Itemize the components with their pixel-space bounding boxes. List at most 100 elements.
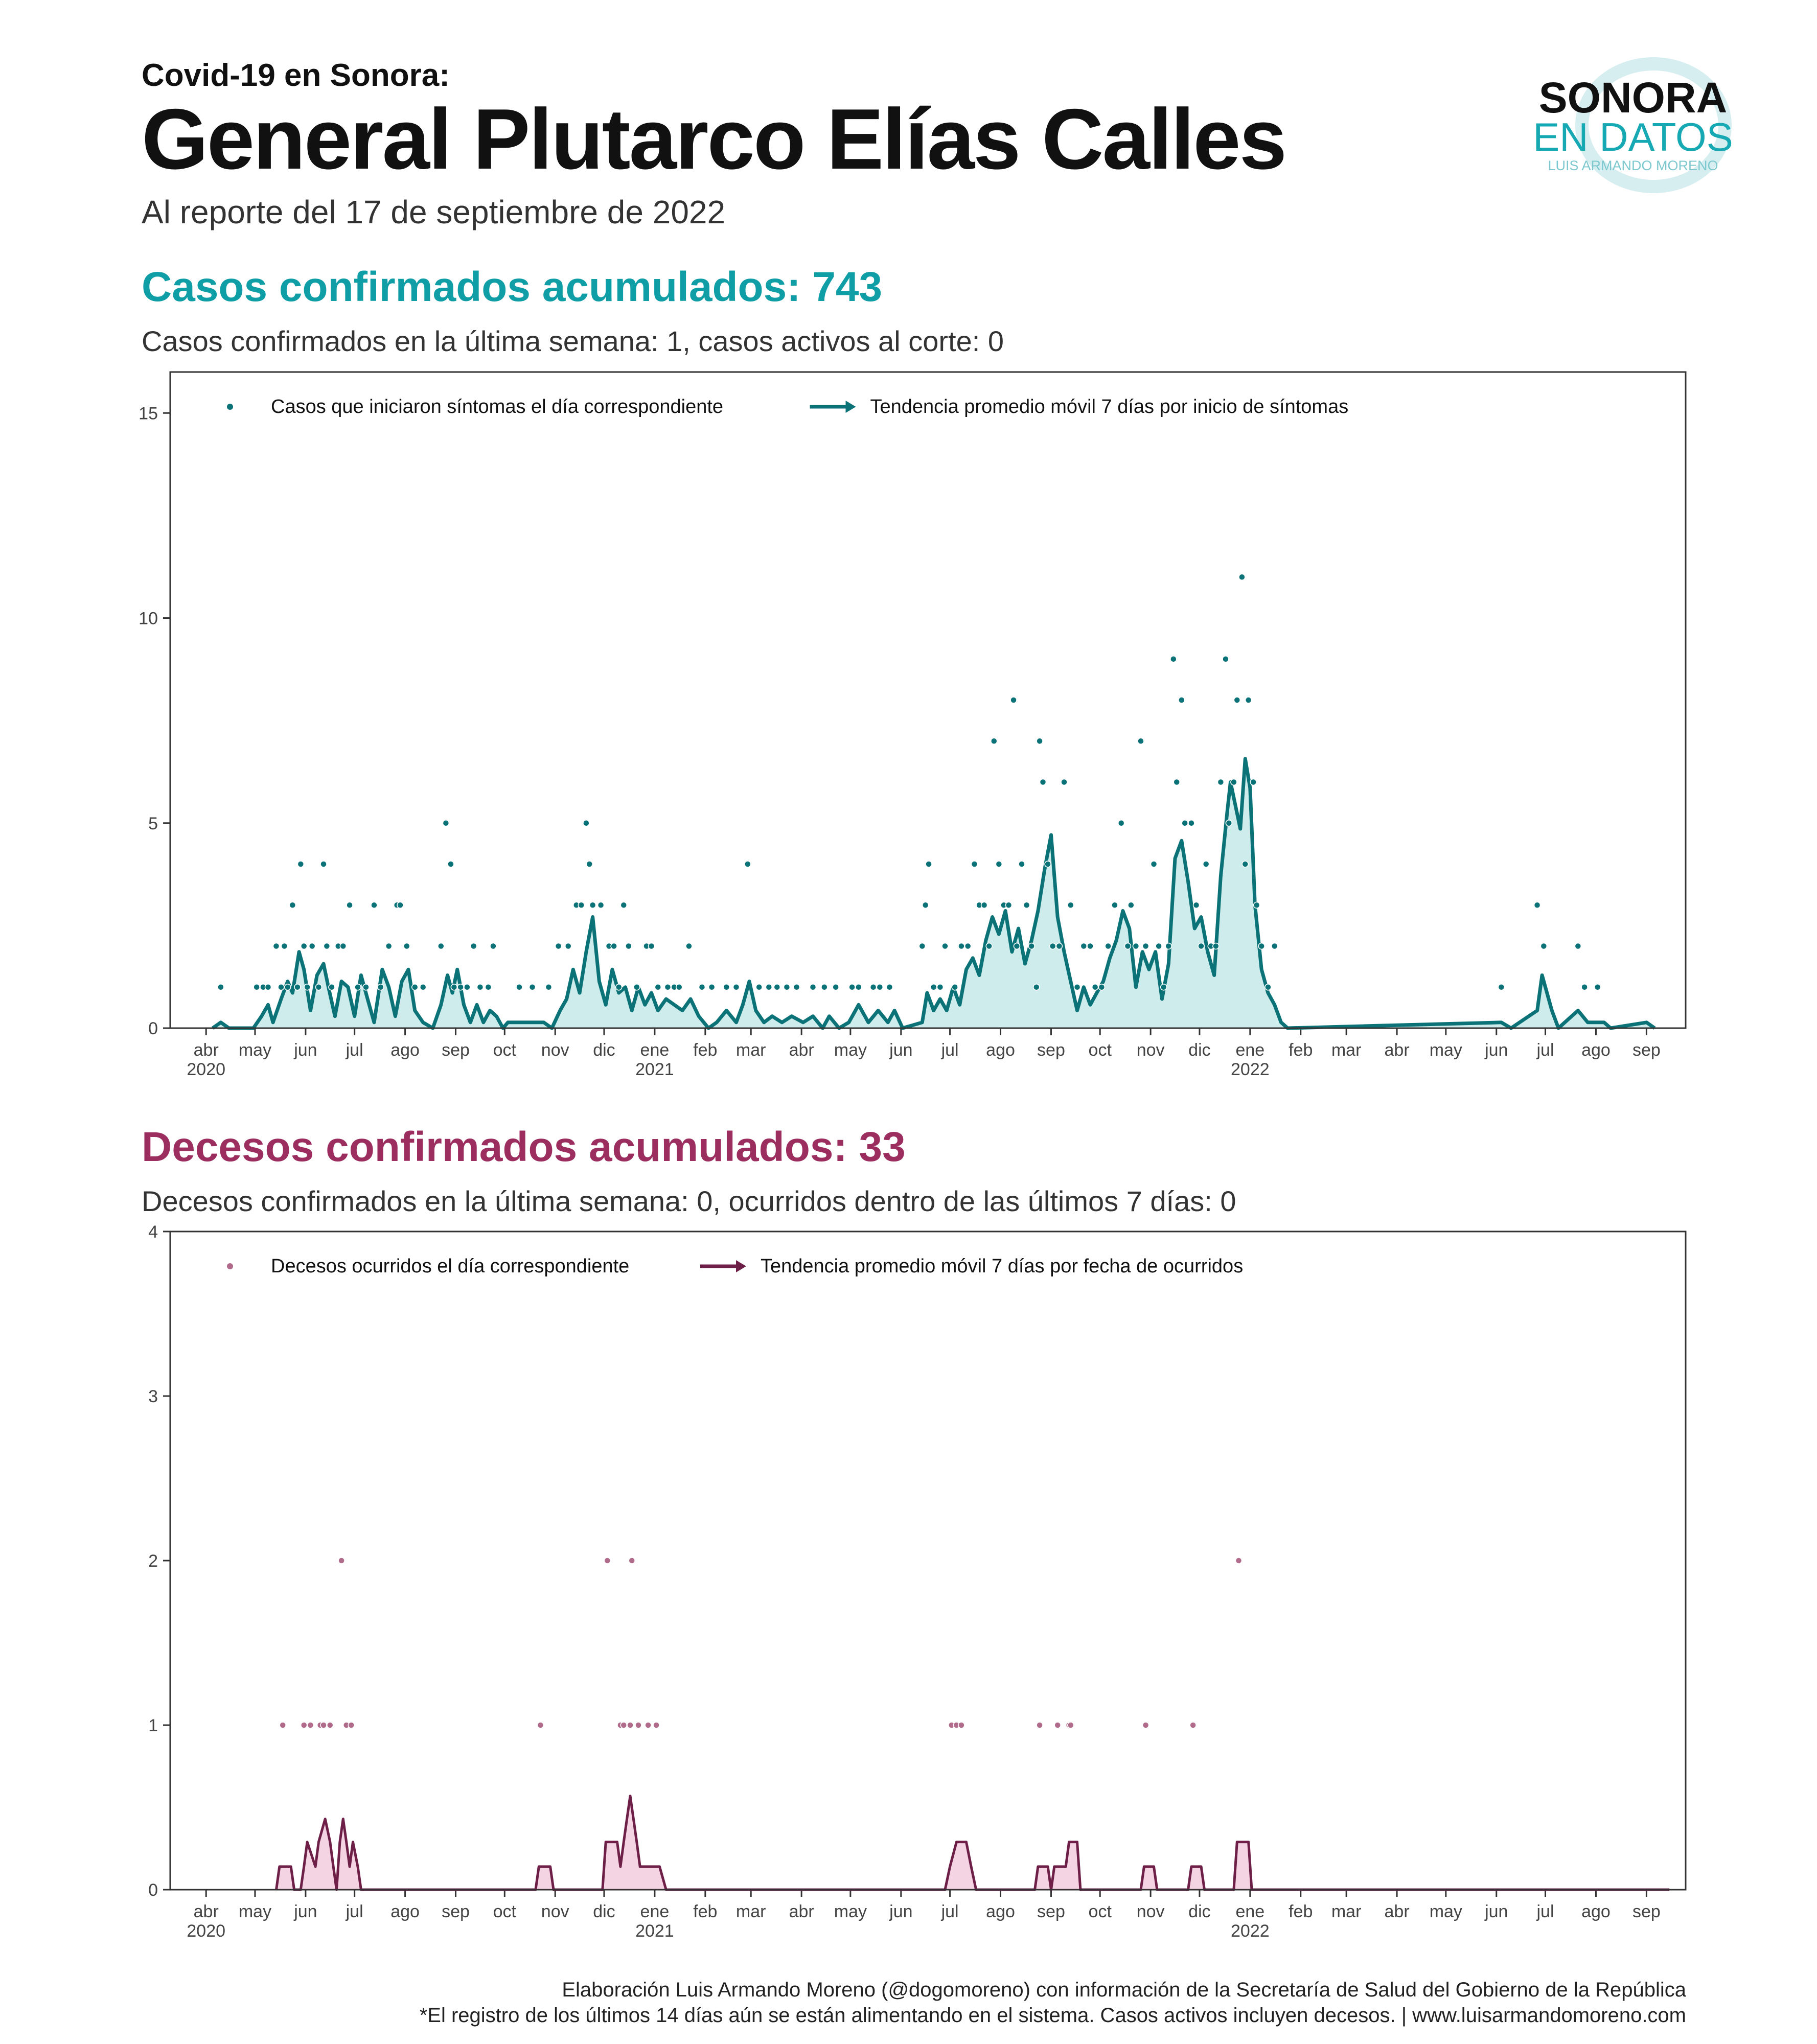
cases-point	[1540, 942, 1548, 950]
deaths-x-tick-label: may	[239, 1902, 271, 1921]
deaths-x-tick-label: abr	[789, 1902, 814, 1921]
cases-x-tick-label: ago	[1581, 1040, 1611, 1060]
cases-point	[1080, 942, 1088, 950]
deaths-x-tick-label: abr	[1385, 1902, 1410, 1921]
cases-x-tick-label: may	[834, 1040, 867, 1060]
footer-note: *El registro de los últimos 14 días aún …	[419, 2004, 1686, 2027]
deaths-x-tick-label: ene	[1235, 1902, 1264, 1921]
cases-legend-point-label: Casos que iniciaron síntomas el día corr…	[271, 396, 723, 417]
cases-point	[1188, 820, 1195, 827]
cases-point	[371, 901, 378, 909]
deaths-x-tick-label: abr	[194, 1902, 219, 1921]
cases-point	[620, 901, 628, 909]
deaths-x-tick-label: ago	[390, 1902, 420, 1921]
cases-x-tick-label: jun	[889, 1040, 912, 1060]
cases-x-tick-label: abr	[789, 1040, 814, 1060]
cases-point	[1594, 984, 1601, 991]
cases-point	[1010, 696, 1017, 704]
cases-point	[1222, 656, 1229, 663]
deaths-plot-frame	[169, 1230, 1687, 1891]
deaths-points	[279, 1557, 1243, 1729]
deaths-x-tick-label: jun	[889, 1902, 912, 1921]
deaths-x-tick-label: jul	[1536, 1902, 1554, 1921]
cases-x-year-label: 2022	[1231, 1060, 1270, 1079]
cases-x-tick-label: feb	[1289, 1040, 1313, 1060]
cases-x-tick-label: abr	[194, 1040, 219, 1060]
cases-point	[300, 942, 308, 950]
cases-point	[1049, 942, 1056, 950]
cases-x-tick-label: ene	[1235, 1040, 1264, 1060]
cases-point	[1498, 984, 1505, 991]
cases-point	[545, 984, 553, 991]
cases-x-tick-label: ago	[390, 1040, 420, 1060]
cases-point	[1087, 942, 1094, 950]
cases-legend-point-key	[227, 404, 233, 410]
cases-point	[1018, 861, 1025, 868]
cases-point	[281, 942, 288, 950]
deaths-x-tick-label: dic	[593, 1902, 615, 1921]
cases-point	[1028, 942, 1035, 950]
deaths-point	[279, 1722, 286, 1729]
cases-point	[419, 984, 427, 991]
cases-plot-frame	[169, 371, 1687, 1029]
cases-point	[320, 861, 327, 868]
deaths-trend-area	[275, 1795, 1670, 1891]
deaths-x-tick-label: may	[834, 1902, 867, 1921]
cases-x-tick-label: jun	[1484, 1040, 1508, 1060]
cases-point	[1258, 942, 1265, 950]
cases-point	[773, 984, 781, 991]
cases-point	[809, 984, 817, 991]
deaths-legend-point-key	[227, 1263, 233, 1269]
cases-point	[985, 942, 993, 950]
cases-heading: Casos confirmados acumulados: 743	[142, 264, 883, 310]
cases-x-tick-label: sep	[442, 1040, 470, 1060]
cases-point	[1150, 861, 1158, 868]
cases-point	[676, 984, 683, 991]
cases-point	[821, 984, 828, 991]
cases-point	[1124, 942, 1132, 950]
deaths-x-tick-label: sep	[1632, 1902, 1661, 1921]
deaths-y-tick-label: 1	[148, 1716, 158, 1735]
cases-point	[1039, 778, 1047, 786]
cases-point	[886, 984, 893, 991]
cases-point	[1160, 984, 1167, 991]
cases-point	[1044, 861, 1051, 868]
cases-x-tick-label: may	[239, 1040, 271, 1060]
deaths-trend-line	[275, 1795, 1670, 1891]
cases-point	[610, 942, 617, 950]
cases-point	[755, 984, 763, 991]
cases-point	[744, 861, 751, 868]
cases-point	[583, 820, 590, 827]
cases-point	[869, 984, 877, 991]
deaths-point	[645, 1722, 652, 1729]
cases-point	[323, 942, 331, 950]
cases-point	[464, 984, 471, 991]
cases-point	[1055, 942, 1063, 950]
cases-x-tick-label: jun	[293, 1040, 317, 1060]
cases-x-tick-label: sep	[1632, 1040, 1661, 1060]
cases-x-year-label: 2020	[187, 1060, 225, 1079]
cases-point	[447, 861, 454, 868]
cases-point	[951, 984, 958, 991]
cases-point	[664, 984, 672, 991]
cases-point	[1533, 901, 1541, 909]
cases-point	[1192, 901, 1200, 909]
cases-x-tick-label: ago	[986, 1040, 1015, 1060]
deaths-point	[958, 1722, 965, 1729]
cases-point	[1245, 696, 1252, 704]
cases-point	[476, 984, 484, 991]
cases-point	[1036, 737, 1043, 745]
cases-x-tick-label: sep	[1037, 1040, 1065, 1060]
cases-trend-line	[211, 757, 1656, 1030]
deaths-y-tick-label: 3	[148, 1387, 158, 1406]
cases-point	[272, 942, 280, 950]
cases-point	[304, 984, 311, 991]
cases-point	[930, 984, 937, 991]
deaths-trend-fill	[276, 1796, 1670, 1890]
cases-point	[1023, 901, 1030, 909]
deaths-legend-point-label: Decesos ocurridos el día correspondiente	[271, 1256, 629, 1277]
cases-point	[793, 984, 800, 991]
logo-graphic: SONORA EN DATOS LUIS ARMANDO MORENO	[1533, 57, 1733, 193]
